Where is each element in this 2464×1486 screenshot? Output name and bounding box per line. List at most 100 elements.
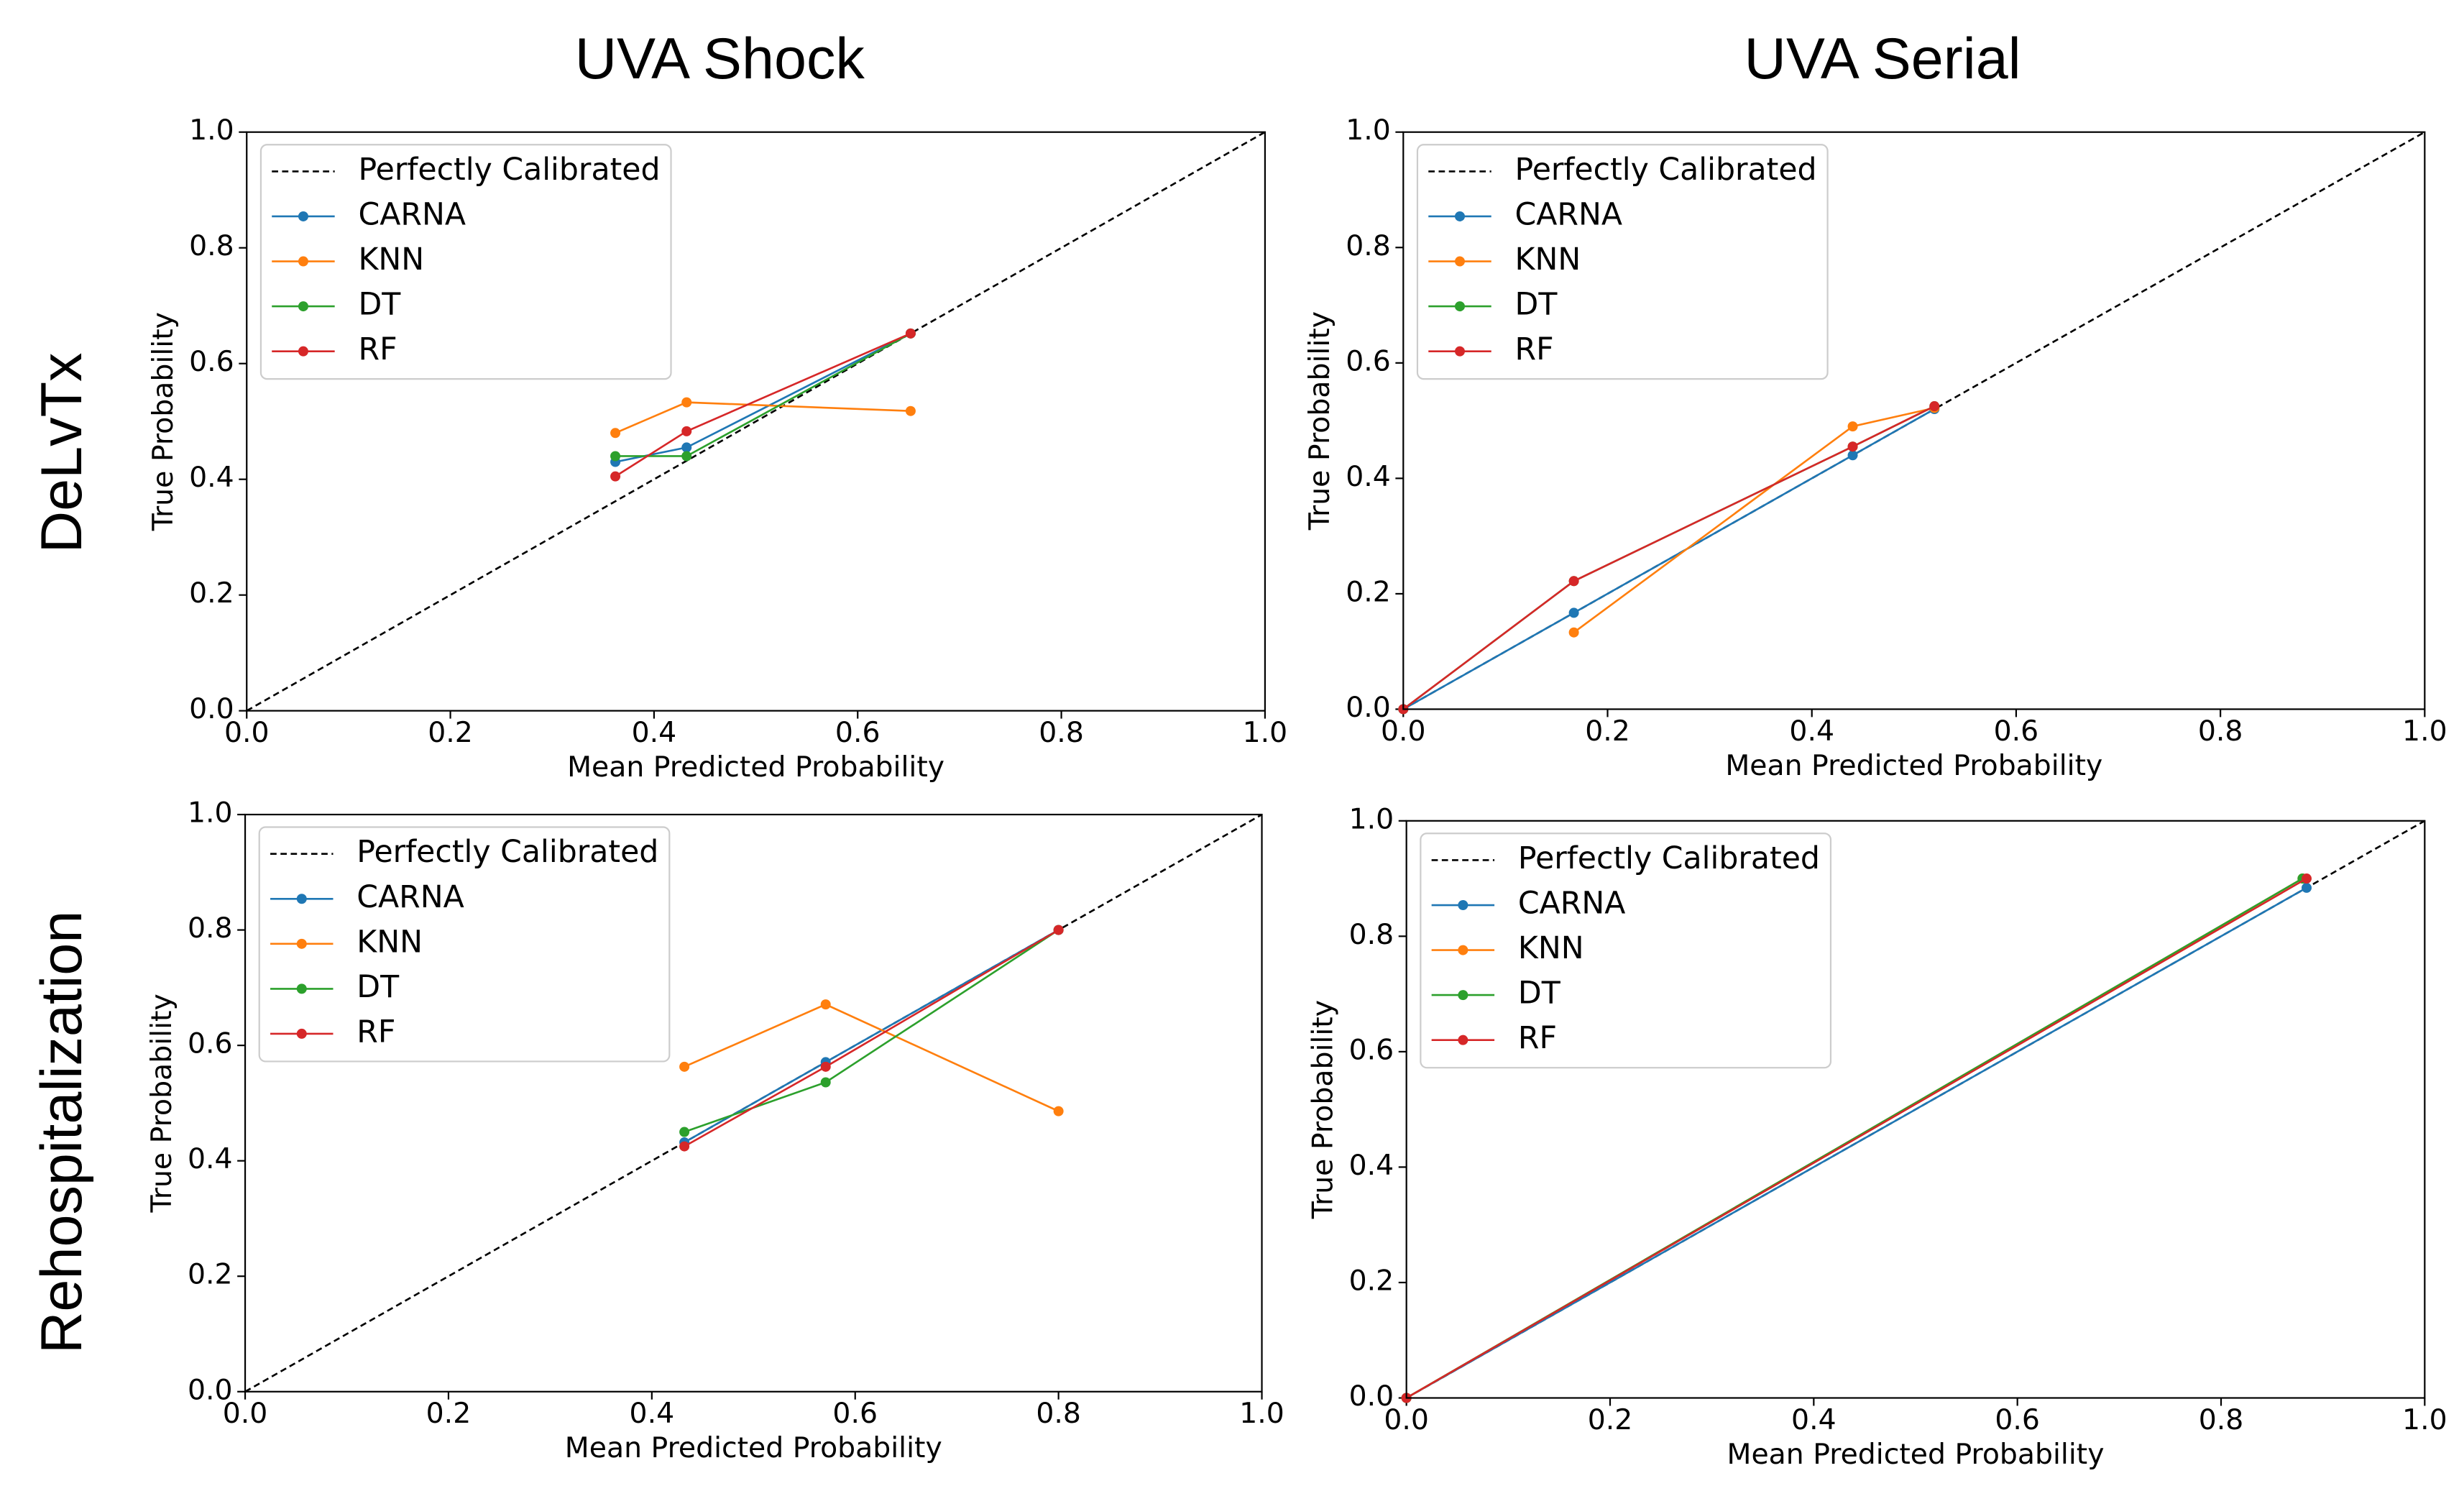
y-tick-label: 0.6 xyxy=(188,1027,233,1060)
legend-marker xyxy=(1458,1035,1468,1045)
legend-label: Perfectly Calibrated xyxy=(358,152,660,188)
legend-marker xyxy=(296,1028,307,1039)
x-tick-label: 0.4 xyxy=(630,1397,675,1430)
y-axis-label: True Probability xyxy=(1306,1000,1339,1219)
legend-label: CARNA xyxy=(1515,196,1623,232)
y-tick-label: 0.0 xyxy=(1346,691,1391,724)
legend-label: RF xyxy=(1518,1020,1557,1056)
legend-marker xyxy=(296,938,307,949)
column-title: UVA Shock xyxy=(575,27,865,91)
y-tick-label: 0.6 xyxy=(1346,344,1391,377)
legend-marker xyxy=(298,256,308,267)
legend-marker xyxy=(1455,301,1465,312)
x-axis-label: Mean Predicted Probability xyxy=(565,1431,942,1464)
legend-label: RF xyxy=(358,331,397,367)
legend-label: CARNA xyxy=(358,196,466,232)
plot-frame xyxy=(1402,131,2426,710)
point xyxy=(681,397,692,408)
point xyxy=(905,328,916,339)
legend-label: CARNA xyxy=(1518,886,1626,922)
y-tick-label: 0.8 xyxy=(1349,918,1394,951)
legend-label: KNN xyxy=(1515,242,1581,278)
legend-label: Perfectly Calibrated xyxy=(1518,840,1820,876)
x-tick-label: 0.0 xyxy=(1381,715,1426,748)
y-tick-label: 1.0 xyxy=(1349,802,1394,835)
point xyxy=(610,471,621,482)
y-tick-label: 0.8 xyxy=(188,912,233,945)
x-tick-label: 1.0 xyxy=(2402,1403,2447,1436)
x-tick-label: 1.0 xyxy=(2402,715,2447,748)
legend-marker xyxy=(1458,990,1468,1001)
point xyxy=(681,451,692,462)
legend-marker xyxy=(1455,346,1465,357)
y-tick-label: 0.0 xyxy=(1349,1380,1394,1413)
legend-label: DT xyxy=(1515,287,1558,323)
x-tick-label: 0.2 xyxy=(428,716,473,749)
y-tick-label: 0.4 xyxy=(1349,1149,1394,1182)
x-axis-label: Mean Predicted Probability xyxy=(1727,1438,2105,1471)
legend-label: CARNA xyxy=(357,879,464,915)
x-tick-label: 0.4 xyxy=(632,716,677,749)
point xyxy=(820,1061,831,1072)
legend-label: Perfectly Calibrated xyxy=(357,834,658,870)
y-tick-label: 0.4 xyxy=(188,1142,233,1175)
x-tick-label: 0.0 xyxy=(1384,1403,1429,1436)
series-line xyxy=(246,131,1266,712)
legend-label: DT xyxy=(1518,976,1561,1012)
x-tick-label: 0.8 xyxy=(1039,716,1084,749)
y-tick-label: 0.2 xyxy=(189,577,234,610)
point xyxy=(2302,882,2312,893)
x-tick-label: 0.4 xyxy=(1791,1403,1836,1436)
y-tick-label: 0.0 xyxy=(188,1373,233,1406)
y-tick-label: 0.2 xyxy=(1349,1264,1394,1297)
series-line xyxy=(1406,886,2307,1399)
plot-frame xyxy=(246,131,1267,712)
legend-label: RF xyxy=(357,1014,395,1050)
x-tick-label: 0.8 xyxy=(2199,1403,2244,1436)
point xyxy=(1929,401,1940,412)
legend-marker xyxy=(1455,256,1465,267)
y-axis-label: True Probability xyxy=(147,312,180,531)
legend-marker xyxy=(1458,900,1468,911)
point xyxy=(1847,450,1858,461)
x-axis-label: Mean Predicted Probability xyxy=(1725,749,2102,782)
y-tick-label: 0.4 xyxy=(189,461,234,494)
point xyxy=(820,1077,831,1088)
y-tick-label: 1.0 xyxy=(188,797,233,830)
series-line xyxy=(1406,877,2307,1399)
plot-frame xyxy=(1405,820,2426,1399)
y-tick-label: 0.8 xyxy=(189,229,234,262)
x-tick-label: 0.0 xyxy=(224,716,270,749)
legend-label: DT xyxy=(358,287,401,323)
x-tick-label: 0.2 xyxy=(426,1397,472,1430)
series-line xyxy=(1402,405,1935,710)
legend-box xyxy=(1420,833,1832,1069)
legend-marker xyxy=(296,894,307,904)
point xyxy=(681,426,692,436)
x-axis-label: Mean Predicted Probability xyxy=(567,751,944,784)
point xyxy=(1568,576,1579,587)
series-line xyxy=(1402,408,1935,710)
point xyxy=(1568,627,1579,638)
x-tick-label: 0.6 xyxy=(835,716,881,749)
plot-frame xyxy=(244,813,1263,1393)
legend-label: DT xyxy=(357,969,400,1005)
x-tick-label: 0.6 xyxy=(1995,1403,2040,1436)
point xyxy=(1053,1106,1064,1116)
x-tick-label: 0.8 xyxy=(2198,715,2243,748)
point xyxy=(905,405,916,416)
y-axis-label: True Probability xyxy=(1303,311,1336,531)
legend-box xyxy=(259,144,672,380)
point xyxy=(1847,421,1858,432)
legend-box xyxy=(1416,144,1829,380)
point xyxy=(679,1141,690,1152)
x-tick-label: 0.0 xyxy=(223,1397,268,1430)
legend-marker xyxy=(298,211,308,221)
legend-label: KNN xyxy=(1518,930,1584,966)
legend-label: KNN xyxy=(358,242,424,278)
y-tick-label: 1.0 xyxy=(189,114,234,147)
y-axis-label: True Probability xyxy=(145,994,178,1213)
x-tick-label: 0.6 xyxy=(1994,715,2039,748)
